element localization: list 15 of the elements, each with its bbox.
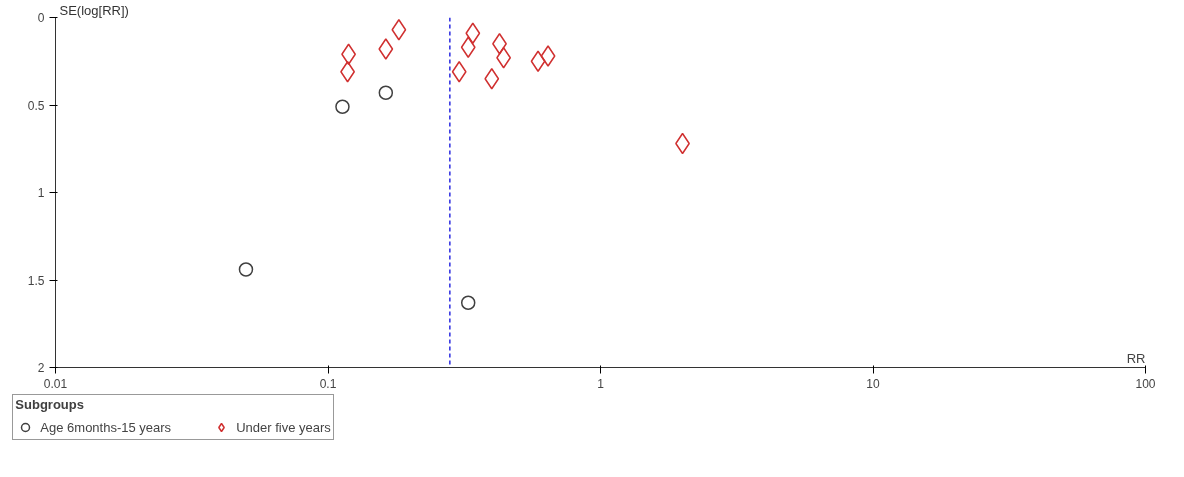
y-axis-title: SE(log[RR]) xyxy=(59,2,129,18)
x-tick-label: 100 xyxy=(1135,376,1156,391)
x-tick-label: 10 xyxy=(866,376,880,391)
x-tick-label: 1 xyxy=(597,376,605,391)
y-tick-label: 1.5 xyxy=(27,273,45,288)
legend-label: Under five years xyxy=(236,419,331,435)
y-tick-label: 0 xyxy=(37,11,45,25)
legend-title: Subgroups xyxy=(15,397,85,412)
y-tick-label: 1 xyxy=(37,186,45,200)
x-tick-label: 0.1 xyxy=(319,376,337,391)
x-tick-label: 0.01 xyxy=(43,376,68,391)
y-tick-label: 0.5 xyxy=(27,98,45,113)
legend-label: Age 6months-15 years xyxy=(40,419,172,435)
y-tick-label: 2 xyxy=(37,361,45,375)
x-axis-title: RR xyxy=(1126,350,1146,366)
